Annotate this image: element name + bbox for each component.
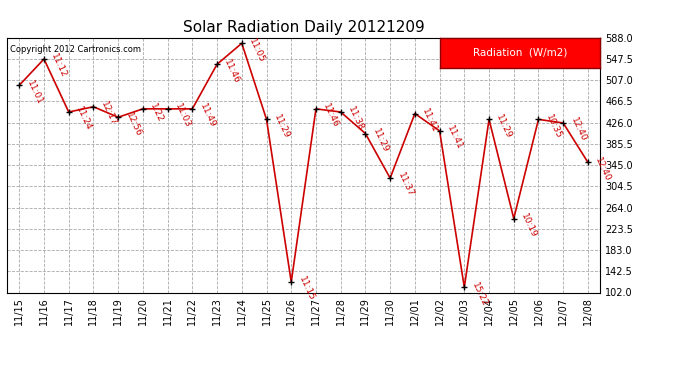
Text: 11:15: 11:15 (297, 275, 316, 303)
Text: 11:46: 11:46 (322, 102, 341, 129)
Text: Copyright 2012 Cartronics.com: Copyright 2012 Cartronics.com (10, 45, 141, 54)
Text: 11:46: 11:46 (223, 58, 241, 85)
Text: 11:29: 11:29 (371, 127, 390, 154)
Text: 12:40: 12:40 (593, 156, 613, 183)
Text: 11:38: 11:38 (346, 105, 365, 133)
Text: 11:01: 11:01 (25, 79, 44, 106)
Text: 15:22: 15:22 (470, 280, 489, 308)
Title: Solar Radiation Daily 20121209: Solar Radiation Daily 20121209 (183, 20, 424, 35)
Text: 12:17: 12:17 (99, 100, 118, 128)
Text: 11:49: 11:49 (198, 102, 217, 129)
Text: 11:41: 11:41 (445, 124, 464, 152)
Text: 12:40: 12:40 (569, 117, 588, 144)
Text: 11:03: 11:03 (173, 102, 193, 129)
Text: 11:41: 11:41 (420, 107, 440, 134)
Text: 11:12: 11:12 (50, 53, 68, 80)
Text: 11:37: 11:37 (395, 171, 415, 199)
Text: 11:05: 11:05 (247, 37, 266, 64)
Text: 12:56: 12:56 (124, 111, 143, 138)
Text: 10:35: 10:35 (544, 113, 563, 140)
Text: 11:24: 11:24 (75, 105, 93, 132)
Text: 10:19: 10:19 (520, 212, 538, 239)
Text: 11:29: 11:29 (272, 113, 291, 140)
Text: 11:29: 11:29 (495, 113, 513, 140)
Text: 1:22: 1:22 (148, 102, 165, 124)
